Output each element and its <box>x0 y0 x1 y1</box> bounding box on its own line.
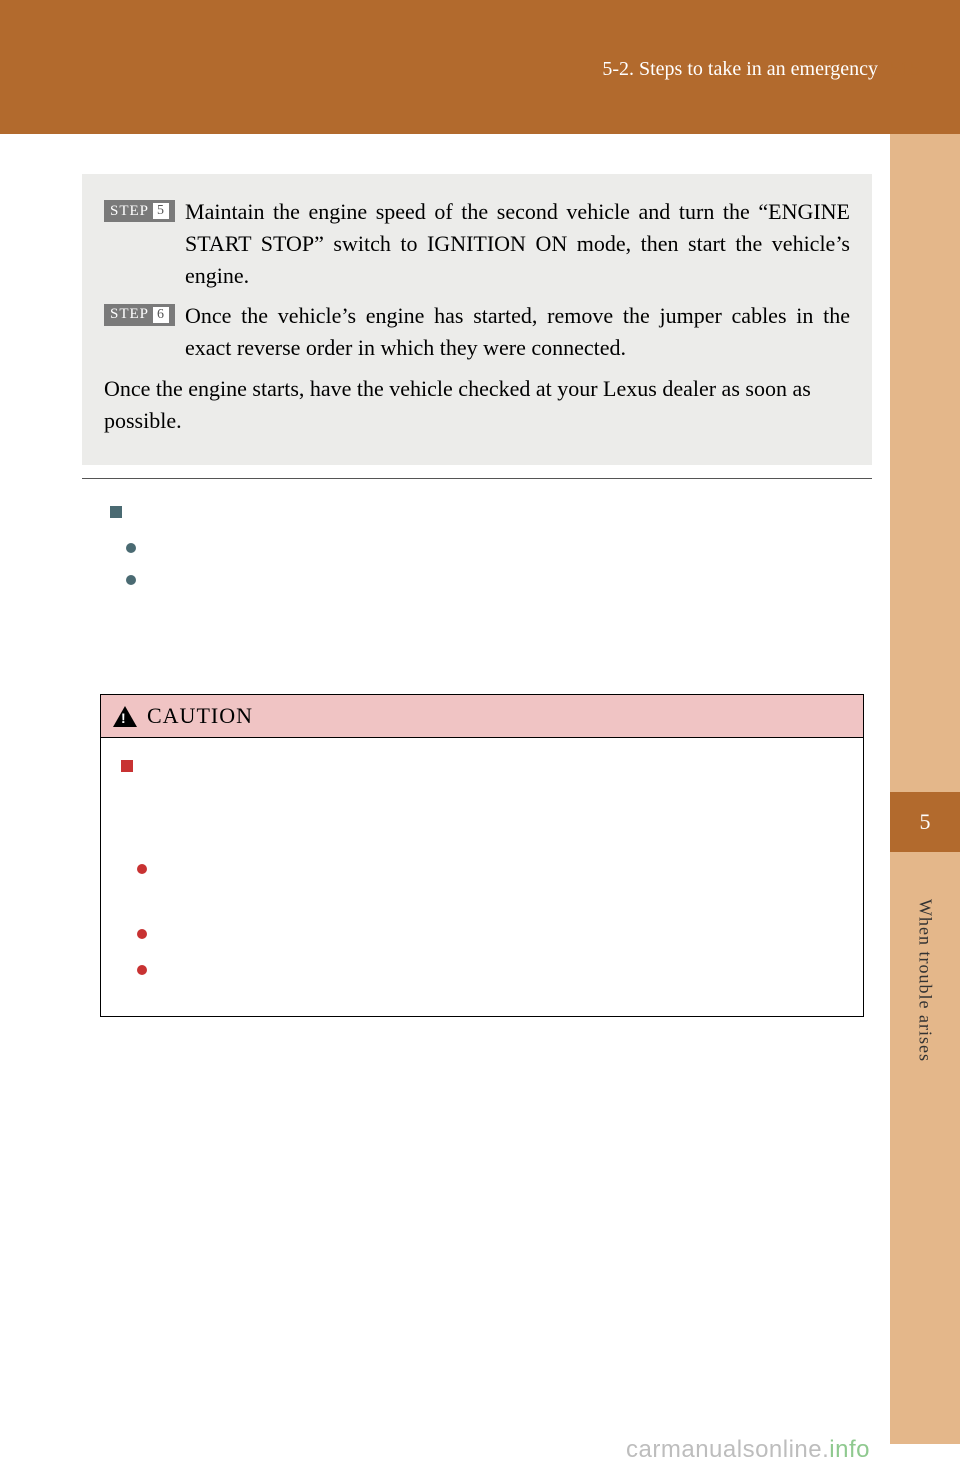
page-number: 515 <box>890 58 920 81</box>
watermark-text-b: info <box>829 1436 870 1463</box>
round-bullet-red-icon <box>137 864 147 874</box>
step-label: STEP <box>110 203 149 220</box>
info-block: Starting the engine when the battery is … <box>110 500 854 628</box>
instruction-final: Once the engine starts, have the vehicle… <box>104 373 850 437</box>
caution-item: Do not allow the jumper cables to come i… <box>137 921 843 950</box>
info-item-text: The engine cannot be started by push-sta… <box>146 535 854 564</box>
info-heading-row: Starting the engine when the battery is … <box>110 500 854 529</box>
square-bullet-red-icon <box>121 760 133 772</box>
caution-box: CAUTION Avoiding a battery fire or explo… <box>100 694 864 1017</box>
step-number: 6 <box>153 307 169 323</box>
caution-heading-row: Avoiding a battery fire or explosion <box>121 754 843 783</box>
caution-item-text: Do not allow the jumper cables to come i… <box>157 921 843 950</box>
caution-title: CAUTION <box>147 703 253 729</box>
watermark-text-a: carmanualsonline. <box>626 1436 829 1463</box>
round-bullet-icon <box>126 575 136 585</box>
step-number: 5 <box>153 203 169 219</box>
info-item: If the battery is discharged, the steeri… <box>126 567 854 624</box>
divider-line <box>82 478 872 479</box>
caution-intro: Observe the following precautions to pre… <box>121 789 843 846</box>
step-badge: STEP 6 <box>104 304 175 326</box>
step-text: Maintain the engine speed of the second … <box>185 196 850 292</box>
caution-header: CAUTION <box>101 695 863 738</box>
step-row: STEP 5 Maintain the engine speed of the … <box>104 196 850 292</box>
watermark: carmanualsonline.info <box>626 1436 870 1464</box>
round-bullet-icon <box>126 543 136 553</box>
section-header: 5-2. Steps to take in an emergency <box>602 58 878 81</box>
info-item: The engine cannot be started by push-sta… <box>126 535 854 564</box>
chapter-label: When trouble arises <box>915 899 936 1062</box>
info-heading: Starting the engine when the battery is … <box>130 503 509 524</box>
side-tab-bg <box>890 134 960 1444</box>
square-bullet-icon <box>110 506 122 518</box>
caution-item-text: Do not allow open flame or use matches, … <box>157 957 843 986</box>
chapter-label-container: When trouble arises <box>890 870 960 1090</box>
caution-item-text: Make sure the jumper cable is connected … <box>157 856 843 913</box>
step-text: Once the vehicle’s engine has started, r… <box>185 300 850 364</box>
caution-body: Avoiding a battery fire or explosion Obs… <box>101 738 863 1016</box>
caution-item: Do not allow open flame or use matches, … <box>137 957 843 986</box>
step-badge: STEP 5 <box>104 200 175 222</box>
step-label: STEP <box>110 306 149 323</box>
caution-item: Make sure the jumper cable is connected … <box>137 856 843 913</box>
step-row: STEP 6 Once the vehicle’s engine has sta… <box>104 300 850 364</box>
round-bullet-red-icon <box>137 929 147 939</box>
chapter-tab: 5 <box>890 792 960 852</box>
round-bullet-red-icon <box>137 965 147 975</box>
instruction-box: STEP 5 Maintain the engine speed of the … <box>82 174 872 465</box>
warning-icon <box>113 706 137 727</box>
info-item-text: If the battery is discharged, the steeri… <box>146 567 854 624</box>
caution-heading: Avoiding a battery fire or explosion <box>141 757 412 778</box>
